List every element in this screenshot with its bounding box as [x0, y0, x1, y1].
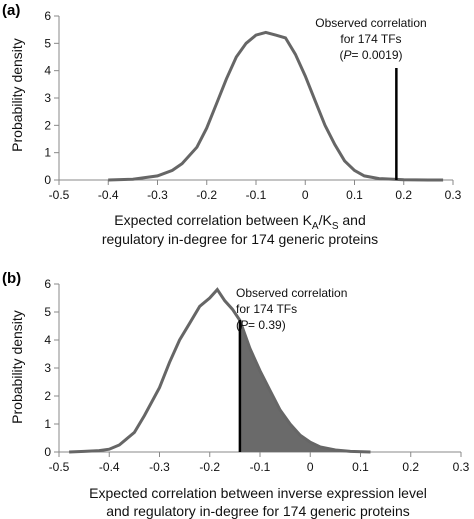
x-tick-label: 0.3 — [445, 188, 462, 202]
x-tick-label: 0.2 — [395, 188, 412, 202]
y-tick-label: 5 — [44, 36, 51, 50]
y-tick-label: 1 — [44, 417, 51, 431]
x-tick-label: -0.5 — [49, 188, 70, 202]
y-tick-label: 0 — [44, 173, 51, 187]
x-axis-label-b-line1: Expected correlation between inverse exp… — [89, 485, 427, 501]
panel-b: (b) Probability density 0 1 2 3 4 5 6 -0.5 -0.4 -… — [2, 270, 470, 519]
annotation-b-line2: for 174 TFs — [236, 302, 297, 316]
x-tick-label: -0.5 — [49, 460, 70, 474]
x-tick-label: 0 — [307, 460, 314, 474]
x-tick-label: -0.3 — [149, 460, 170, 474]
panel-label-b: (b) — [2, 270, 21, 287]
annotation-b-pvalue: (P= 0.39) — [236, 318, 286, 332]
x-tick-label: 0.1 — [352, 460, 369, 474]
y-tick-label: 6 — [44, 277, 51, 291]
annotation-a-line1: Observed correlation — [315, 16, 426, 30]
x-axis-label-a-line2: regulatory in-degree for 174 generic pro… — [102, 231, 378, 247]
y-tick-label: 0 — [44, 445, 51, 459]
x-tick-label: -0.4 — [98, 188, 119, 202]
annotation-a-line2: for 174 TFs — [340, 32, 401, 46]
y-tick-label: 5 — [44, 305, 51, 319]
x-tick-label: -0.1 — [250, 460, 271, 474]
density-curve-b — [69, 287, 371, 454]
density-curve-a — [108, 30, 444, 182]
x-tick-label: -0.3 — [147, 188, 168, 202]
x-tick-label: -0.1 — [246, 188, 267, 202]
x-axis-label-a-line1: Expected correlation between KA/KS and — [114, 212, 366, 232]
y-tick-label: 3 — [44, 91, 51, 105]
y-tick-label: 4 — [44, 333, 51, 347]
tail-area-b — [239, 320, 371, 452]
x-tick-label: 0 — [302, 188, 309, 202]
x-tick-label: -0.2 — [199, 460, 220, 474]
annotation-a-pvalue: (P= 0.0019) — [339, 48, 402, 62]
annotation-b-line1: Observed correlation — [236, 286, 347, 300]
x-tick-label: -0.2 — [196, 188, 217, 202]
y-tick-label: 3 — [44, 361, 51, 375]
y-tick-label: 1 — [44, 146, 51, 160]
y-axis-label-a: Probability density — [9, 38, 25, 152]
y-tick-label: 2 — [44, 389, 51, 403]
x-tick-label: 0.3 — [453, 460, 470, 474]
x-tick-label: 0.2 — [402, 460, 419, 474]
panel-a: (a) Probability density 0 1 2 3 4 5 6 -0.5 -0.4 -… — [2, 2, 462, 247]
y-axis-label-b: Probability density — [9, 310, 25, 424]
panel-label-a: (a) — [2, 2, 20, 19]
y-tick-label: 2 — [44, 118, 51, 132]
y-tick-label: 4 — [44, 64, 51, 78]
x-tick-label: 0.1 — [346, 188, 363, 202]
axes-a: 0 1 2 3 4 5 6 -0.5 -0.4 -0.3 -0.2 -0.1 0 0.1 0.2 0.3 — [44, 9, 461, 202]
y-tick-label: 6 — [44, 9, 51, 23]
x-tick-label: -0.4 — [99, 460, 120, 474]
x-axis-label-b-line2: and regulatory in-degree for 174 generic… — [106, 503, 410, 519]
